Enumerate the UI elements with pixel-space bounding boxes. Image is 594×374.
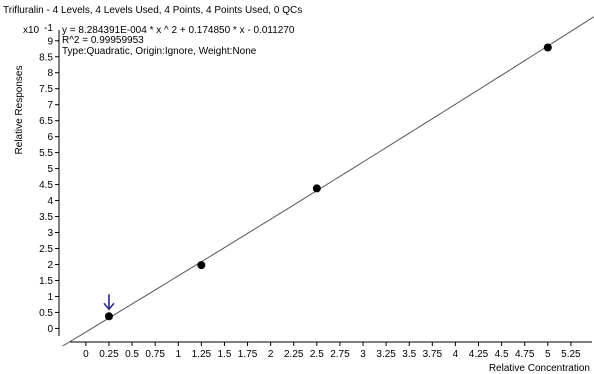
y-tick-label: 4 (47, 196, 53, 207)
x-tick-label: 3.5 (402, 349, 416, 360)
x-tick-label: 1.25 (192, 349, 212, 360)
data-points-layer (104, 43, 552, 321)
y-tick-label: 0.5 (39, 308, 53, 319)
x-tick-label: 0.5 (125, 349, 139, 360)
y-tick-label: 1.5 (39, 276, 53, 287)
x-tick-label: 0.75 (145, 349, 165, 360)
chart-title: Trifluralin - 4 Levels, 4 Levels Used, 4… (3, 5, 302, 16)
data-point[interactable] (543, 43, 552, 52)
y-axis: 0 0.5 1 1.5 2 2.5 3 3.5 4 4.5 5 5.5 6 6.5 7 7.5 8 8.5 9 (39, 30, 60, 336)
y-tick-label: 4.5 (39, 180, 53, 191)
x-tick-label: 4 (453, 349, 459, 360)
y-tick-label: 5 (47, 164, 53, 175)
fit-curve-layer (62, 16, 594, 347)
x-tick-label: 3 (360, 349, 366, 360)
y-tick-label: 6.5 (39, 116, 53, 127)
y-tick-label: 9 (47, 36, 53, 47)
y-exponent: -1 (44, 23, 53, 34)
x-axis-title: Relative Concentration (489, 363, 590, 374)
y-tick-label: 5.5 (39, 148, 53, 159)
y-tick-label: 6 (47, 132, 53, 143)
x-tick-label: 1 (175, 349, 181, 360)
x-tick-label: 2.5 (310, 349, 324, 360)
x-tick-label: 1.5 (217, 349, 231, 360)
y-tick-label: 7 (47, 100, 53, 111)
y-tick-label: 8 (47, 68, 53, 79)
data-point[interactable] (312, 184, 321, 193)
fit-info: Type:Quadratic, Origin:Ignore, Weight:No… (62, 46, 257, 57)
data-point[interactable] (104, 312, 113, 321)
x-tick-label: 2.25 (284, 349, 304, 360)
x-tick-label: 2 (268, 349, 274, 360)
x-tick-label: 5 (545, 349, 551, 360)
y-tick-label: 8.5 (39, 52, 53, 63)
fit-equation: y = 8.284391E-004 * x ^ 2 + 0.174850 * x… (62, 25, 295, 36)
down-arrow-icon (103, 294, 115, 311)
selected-point-marker-layer (103, 294, 115, 311)
x-tick-label: 2.75 (330, 349, 350, 360)
y-tick-label: 3 (47, 228, 53, 239)
y-axis-title: Relative Responses (14, 66, 25, 155)
x-tick-label: 4.5 (495, 349, 509, 360)
y-tick-label: 7.5 (39, 84, 53, 95)
x-tick-label: 1.75 (238, 349, 258, 360)
x-tick-label: 5.25 (561, 349, 581, 360)
x-tick-label: 3.25 (376, 349, 396, 360)
fit-curve (62, 16, 594, 347)
y-tick-label: 1 (47, 292, 53, 303)
x-tick-label: 3.75 (423, 349, 443, 360)
y-tick-label: 2 (47, 260, 53, 271)
y-multiplier: x10 (23, 25, 40, 36)
x-tick-label: 4.25 (469, 349, 489, 360)
x-tick-label: 0 (83, 349, 89, 360)
x-tick-label: 0.25 (99, 349, 119, 360)
x-axis: 0 0.25 0.5 0.75 1 1.25 1.5 1.75 2 2.25 2.5 2.75 3 3.2… (70, 341, 592, 360)
y-tick-label: 2.5 (39, 244, 53, 255)
data-point[interactable] (197, 261, 206, 270)
y-tick-label: 3.5 (39, 212, 53, 223)
x-tick-label: 4.75 (515, 349, 535, 360)
y-tick-label: 0 (47, 324, 53, 335)
r-squared: R^2 = 0.99959953 (62, 35, 144, 46)
